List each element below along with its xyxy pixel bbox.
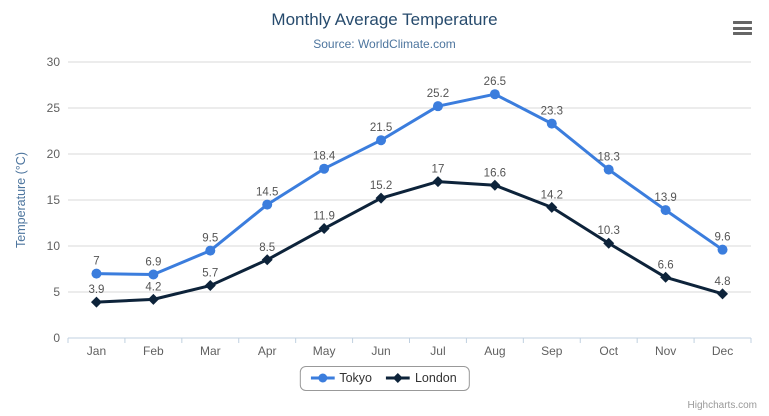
data-point-tokyo[interactable] [489,89,500,100]
data-point-london[interactable] [90,296,102,308]
data-point-label: 4.2 [145,281,161,293]
data-point-london[interactable] [375,192,387,204]
data-point-label: 21.5 [370,122,392,134]
hamburger-bar [733,32,752,35]
hamburger-bar [733,26,752,30]
x-axis-tick-label: Jan [87,344,106,358]
data-point-london[interactable] [204,280,216,292]
x-axis-tick-label: Jul [430,344,445,358]
data-point-label: 23.3 [541,106,563,118]
data-point-label: 6.9 [145,257,161,269]
data-point-london[interactable] [546,201,558,213]
data-point-london[interactable] [318,223,330,235]
data-point-label: 25.2 [427,88,449,100]
y-axis-tick-label: 20 [47,147,61,161]
data-point-label: 15.2 [370,180,392,192]
data-point-label: 9.5 [202,233,218,245]
hamburger-menu-icon[interactable] [733,20,753,36]
y-axis-tick-label: 10 [47,239,61,253]
data-point-london[interactable] [660,271,672,283]
legend-item-tokyo[interactable]: Tokyo [310,371,372,385]
data-point-label: 10.3 [598,225,620,237]
data-point-tokyo[interactable] [432,101,443,112]
data-point-tokyo[interactable] [717,244,728,255]
data-point-label: 13.9 [654,192,676,204]
data-point-tokyo[interactable] [205,245,216,256]
y-axis-tick-label: 25 [47,101,61,115]
y-axis-tick-label: 15 [47,193,61,207]
legend-label-tokyo: Tokyo [339,371,372,385]
y-axis-tick-label: 30 [47,55,61,69]
x-axis-tick-label: Aug [484,344,505,358]
data-point-london[interactable] [432,176,444,188]
data-point-tokyo[interactable] [262,199,273,210]
legend-item-london[interactable]: London [385,371,457,385]
data-point-label: 9.6 [715,232,731,244]
tokyo-series-marker-icon [310,373,335,383]
x-axis-tick-label: Jun [371,344,390,358]
y-axis-tick-label: 5 [53,285,60,299]
data-point-tokyo[interactable] [91,268,102,279]
data-point-london[interactable] [261,254,273,266]
data-point-label: 14.5 [256,187,278,199]
data-point-label: 8.5 [259,242,275,254]
data-point-london[interactable] [489,179,501,191]
x-axis-tick-label: Mar [200,344,221,358]
london-series-marker-icon [385,373,410,383]
data-point-label: 26.5 [484,76,506,88]
chart-title: Monthly Average Temperature [271,10,498,29]
data-point-label: 18.3 [598,152,620,164]
x-axis-tick-label: Dec [712,344,733,358]
data-point-tokyo[interactable] [660,205,671,216]
data-point-london[interactable] [603,237,615,249]
data-point-label: 5.7 [202,268,218,280]
x-axis-tick-label: Nov [655,344,676,358]
data-point-tokyo[interactable] [603,164,614,175]
data-point-label: 4.8 [715,276,731,288]
series-line-london[interactable] [94,180,725,304]
x-axis-tick-label: Oct [599,344,618,358]
y-axis-title: Temperature (°C) [14,152,28,248]
data-point-london[interactable] [717,288,729,300]
y-axis-tick-label: 0 [53,331,60,345]
data-point-tokyo[interactable] [319,163,330,174]
series-line-tokyo[interactable] [94,92,725,277]
data-point-label: 18.4 [313,151,336,163]
data-point-label: 6.6 [658,259,674,271]
legend-label-london: London [414,371,457,385]
data-point-london[interactable] [147,293,159,305]
data-point-tokyo[interactable] [546,118,557,129]
data-point-label: 17 [432,164,445,176]
data-point-label: 14.2 [541,189,563,201]
legend: Tokyo London [299,366,470,391]
x-axis-tick-label: Sep [541,344,563,358]
x-axis-tick-label: Feb [143,344,164,358]
data-point-label: 3.9 [88,284,104,296]
x-axis-tick-label: May [313,344,336,358]
data-point-label: 16.6 [484,167,506,179]
x-axis-tick-label: Apr [258,344,277,358]
chart-subtitle: Source: WorldClimate.com [313,37,456,51]
data-point-label: 7 [93,256,99,268]
hamburger-bar [733,21,752,24]
highcharts-credits-link[interactable]: Highcharts.com [687,400,757,411]
data-point-tokyo[interactable] [376,135,387,146]
data-point-label: 11.9 [313,211,335,223]
data-point-tokyo[interactable] [148,269,159,280]
